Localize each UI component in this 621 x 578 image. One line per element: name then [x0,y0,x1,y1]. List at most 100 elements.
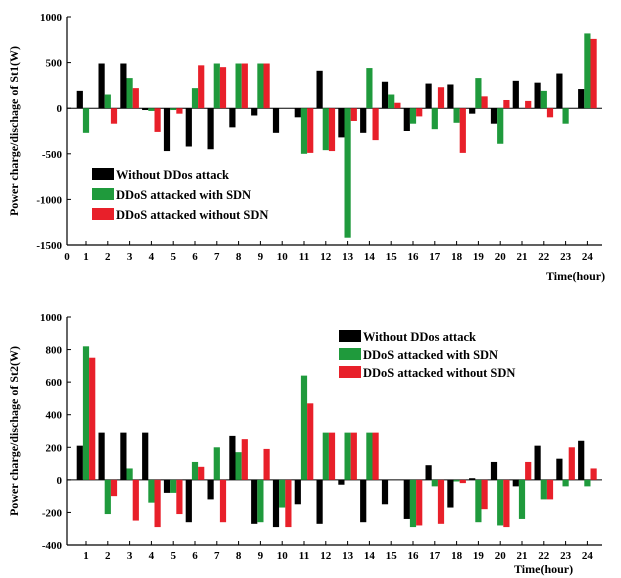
bar [263,448,270,480]
bar [416,479,423,526]
x-origin-label: 0 [64,251,70,263]
bar [142,108,149,111]
x-tick-label: 7 [214,550,220,562]
bar [360,479,367,523]
bar [148,108,155,111]
bar [578,89,585,109]
bar [556,458,563,480]
x-tick-label: 13 [342,550,354,562]
bar [300,375,308,480]
x-tick-label: 23 [560,550,572,562]
bar [416,108,423,117]
x-tick-label: 19 [473,251,485,263]
bar [534,445,541,480]
bar [235,452,242,480]
bar [307,108,314,153]
bar [272,479,280,528]
x-tick-label: 11 [299,550,309,562]
bar [556,73,563,109]
legend-label: DDoS attacked with SDN [363,348,498,362]
bar [453,479,460,482]
y-tick-label: -1500 [36,240,62,252]
bar [431,479,438,487]
bar [300,108,308,154]
bar [110,108,118,124]
bar [176,479,183,515]
x-tick-label: 15 [386,251,398,263]
bar [219,67,227,109]
bar [185,479,192,523]
bar [229,108,236,128]
x-tick-label: 14 [364,251,376,263]
legend-swatch [339,366,361,378]
bar [207,108,214,150]
bar [431,108,438,130]
bar [578,440,585,480]
bar [207,479,214,500]
bar [525,461,532,480]
x-tick-label: 24 [582,550,594,562]
bar [142,432,149,480]
bar [316,479,323,524]
bar [82,108,90,133]
bar [388,94,395,109]
bar [338,108,345,138]
bar [294,108,301,118]
bar [403,108,410,131]
bar [328,432,336,480]
bar [322,108,329,151]
bar [403,479,410,519]
bar [328,108,336,152]
x-tick-label: 16 [408,251,420,263]
bar [251,479,258,524]
bar [360,108,367,133]
bar [540,479,547,500]
bar [104,479,111,515]
bar [372,432,379,480]
x-tick-label: 19 [473,550,485,562]
legend-swatch [92,168,114,180]
bar [120,63,127,109]
x-tick-label: 22 [538,550,550,562]
bar [285,479,292,528]
bar [191,461,199,480]
bar [453,108,460,123]
bar [350,108,357,121]
bar [257,63,264,109]
x-axis-label: Time(hour) [546,269,605,283]
y-tick-label: -400 [42,540,63,552]
bar [120,432,127,480]
legend-label: DDoS attacked without SDN [116,208,268,222]
y-tick-label: 400 [46,410,63,422]
x-tick-label: 10 [277,251,289,263]
x-tick-label: 1 [83,251,89,263]
bar [568,447,575,480]
bar [546,108,554,118]
bar [185,108,192,147]
legend-label: Without DDos attack [363,330,476,344]
x-tick-label: 6 [192,550,198,562]
bar [475,479,482,523]
x-tick-label: 2 [105,251,111,263]
bar [534,82,541,109]
bar [82,346,90,480]
bar [366,68,373,109]
y-tick-label: 800 [46,345,63,357]
bar [366,432,373,480]
y-tick-label: 600 [46,377,63,389]
bar [163,108,171,152]
x-tick-label: 10 [277,550,289,562]
bar [154,479,161,528]
bar [132,479,139,521]
legend-label: Without DDos attack [116,168,229,182]
x-tick-label: 24 [582,251,594,263]
bar [350,432,357,480]
bar [381,479,389,505]
bar [89,357,96,480]
x-tick-label: 18 [451,550,463,562]
bar [76,90,83,109]
bar [229,435,236,480]
x-tick-label: 6 [192,251,198,263]
